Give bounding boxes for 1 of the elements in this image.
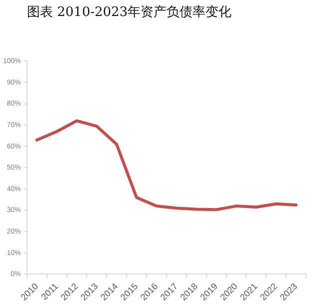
chart-title: 图表 2010-2023年资产负债率变化 xyxy=(27,4,232,21)
